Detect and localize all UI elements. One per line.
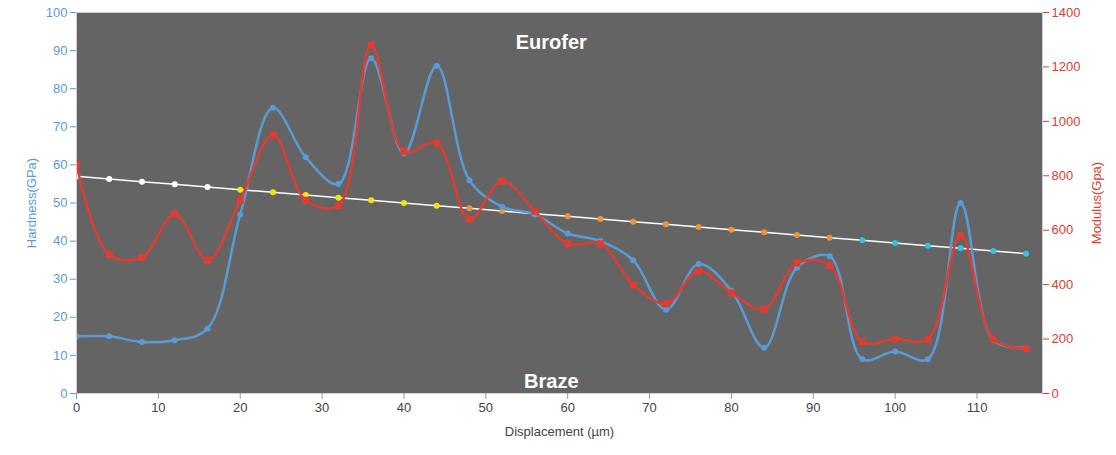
svg-text:60: 60 [560,400,574,415]
svg-text:0: 0 [73,400,80,415]
svg-text:80: 80 [53,81,67,96]
svg-text:Displacement (µm): Displacement (µm) [505,424,614,439]
svg-text:80: 80 [724,400,738,415]
svg-text:20: 20 [53,309,67,324]
svg-text:50: 50 [479,400,493,415]
svg-text:1200: 1200 [1052,59,1081,74]
svg-text:90: 90 [806,400,820,415]
svg-text:1400: 1400 [1052,5,1081,20]
svg-text:70: 70 [53,119,67,134]
svg-text:Braze: Braze [524,370,578,392]
svg-text:Hardness(GPa): Hardness(GPa) [24,158,39,248]
svg-text:90: 90 [53,43,67,58]
svg-text:1000: 1000 [1052,114,1081,129]
svg-text:10: 10 [53,348,67,363]
svg-text:100: 100 [884,400,906,415]
svg-text:50: 50 [53,195,67,210]
svg-text:10: 10 [151,400,165,415]
svg-text:400: 400 [1052,277,1074,292]
svg-text:40: 40 [397,400,411,415]
svg-text:30: 30 [315,400,329,415]
svg-text:200: 200 [1052,331,1074,346]
svg-text:20: 20 [233,400,247,415]
svg-text:600: 600 [1052,222,1074,237]
svg-text:100: 100 [46,5,68,20]
svg-text:800: 800 [1052,168,1074,183]
svg-text:70: 70 [642,400,656,415]
svg-text:40: 40 [53,233,67,248]
svg-text:Eurofer: Eurofer [516,31,587,53]
svg-text:Modulus(Gpa): Modulus(Gpa) [1089,162,1104,244]
svg-text:30: 30 [53,271,67,286]
svg-text:60: 60 [53,157,67,172]
svg-text:0: 0 [1052,386,1059,401]
svg-text:110: 110 [967,400,988,415]
svg-text:0: 0 [60,386,67,401]
